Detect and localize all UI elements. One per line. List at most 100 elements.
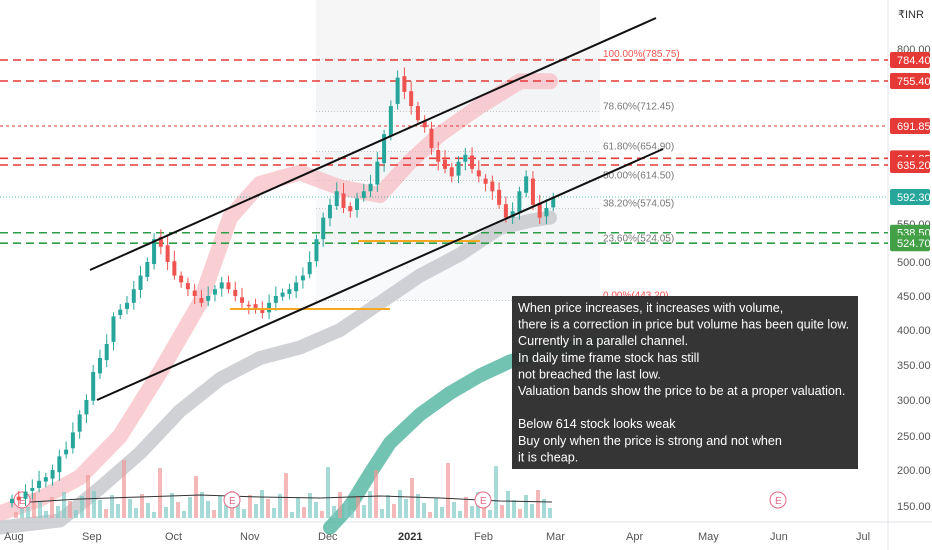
candle-body xyxy=(206,296,211,301)
volume-bar xyxy=(32,493,36,518)
earnings-marker-label: E xyxy=(229,496,236,507)
candle-body xyxy=(212,289,217,295)
volume-bar xyxy=(194,476,198,518)
volume-bar xyxy=(506,491,510,518)
candle-body xyxy=(517,191,522,212)
candle-body xyxy=(355,198,360,210)
earnings-marker-icon[interactable] xyxy=(474,491,492,509)
price-tag-label: 524.70 xyxy=(897,238,931,250)
channel-upper-line[interactable] xyxy=(89,17,657,271)
candle-body xyxy=(273,296,278,303)
price-tag[interactable] xyxy=(890,189,930,205)
volume-bar xyxy=(542,499,546,518)
volume-bar xyxy=(470,506,474,518)
volume-bar xyxy=(158,468,162,518)
candle-body xyxy=(10,498,14,504)
volume-bar xyxy=(176,502,180,518)
candle-body xyxy=(77,414,82,432)
price-tag[interactable] xyxy=(890,157,930,173)
candle-body xyxy=(23,491,28,499)
volume-ma-line xyxy=(13,494,553,504)
volume-bar xyxy=(488,510,492,518)
candle-body xyxy=(240,297,245,303)
candle-body xyxy=(470,155,475,169)
candle-body xyxy=(456,161,461,176)
volume-bar xyxy=(314,502,318,518)
candle-body xyxy=(158,236,163,247)
volume-bar xyxy=(266,499,270,518)
volume-bar xyxy=(440,507,444,518)
earnings-marker-label: E xyxy=(775,496,782,507)
candle-body xyxy=(422,120,427,128)
candle-body xyxy=(300,275,305,281)
earnings-marker-icon[interactable] xyxy=(223,491,241,509)
volume-bar xyxy=(92,491,96,518)
price-tag[interactable] xyxy=(890,73,930,89)
candle-body xyxy=(388,106,393,137)
volume-bar xyxy=(170,493,174,518)
volume-bar xyxy=(296,498,300,518)
volume-bar xyxy=(62,492,66,518)
volume-bar xyxy=(110,495,114,518)
price-tag-label: 635.20 xyxy=(897,160,931,172)
candle-body xyxy=(341,193,346,209)
volume-bar xyxy=(152,512,156,518)
candle-body xyxy=(382,134,387,164)
volume-bar xyxy=(398,490,402,518)
candle-body xyxy=(294,282,299,292)
candle-body xyxy=(524,176,529,193)
volume-bar xyxy=(236,500,240,518)
price-tag-label: 784.40 xyxy=(897,55,931,67)
volume-bar xyxy=(446,463,450,518)
candle-body xyxy=(138,275,143,290)
candle-body xyxy=(104,344,109,361)
candle-body xyxy=(307,262,312,275)
annotation-box[interactable] xyxy=(512,296,858,469)
candle-body xyxy=(185,283,190,290)
candle-body xyxy=(199,298,204,303)
time-tick-label: Jul xyxy=(856,531,870,543)
candle-body xyxy=(442,159,447,169)
price-tag[interactable] xyxy=(890,118,930,134)
volume-bar xyxy=(68,501,72,518)
candle-body xyxy=(219,282,224,289)
volume-bar xyxy=(380,509,384,518)
candle-body xyxy=(503,204,508,218)
volume-bar xyxy=(122,460,126,518)
candle-body xyxy=(429,128,434,148)
channel-lower-line[interactable] xyxy=(96,148,664,401)
volume-bar xyxy=(104,509,108,518)
price-tick-label: 450.00 xyxy=(897,291,931,303)
fib-label: 61.80%(654.90) xyxy=(603,141,674,152)
volume-bar xyxy=(512,500,516,518)
candle-body xyxy=(402,76,407,92)
volume-bar xyxy=(530,504,534,518)
fib-label: 100.00%(785.75) xyxy=(603,49,680,60)
fib-zone xyxy=(316,59,600,112)
price-tick-label: 300.00 xyxy=(897,395,931,407)
annotation-line: Buy only when the price is strong and no… xyxy=(518,434,782,448)
currency-icon: ₹ xyxy=(898,9,905,21)
annotation-line: there is a correction in price but volum… xyxy=(518,318,849,332)
volume-bar xyxy=(272,508,276,518)
candle-body xyxy=(321,217,326,240)
earnings-marker-icon[interactable] xyxy=(769,491,787,509)
price-tick-label: 350.00 xyxy=(897,360,931,372)
candle-body xyxy=(497,189,502,205)
volume-bar xyxy=(290,512,294,518)
time-tick-label: Apr xyxy=(626,531,643,543)
candle-body xyxy=(30,488,35,491)
candle-body xyxy=(449,167,454,177)
candle-body xyxy=(267,302,272,313)
price-tick-label: 400.00 xyxy=(897,325,931,337)
volume-bar xyxy=(434,498,438,518)
fib-zone-top xyxy=(316,0,600,60)
price-tag-label: 755.40 xyxy=(897,76,931,88)
candle-body xyxy=(530,178,535,205)
price-tag[interactable] xyxy=(890,52,930,68)
price-tag[interactable] xyxy=(890,235,930,252)
volume-bar xyxy=(56,506,60,518)
volume-bar xyxy=(254,504,258,518)
candle-body xyxy=(260,308,265,313)
